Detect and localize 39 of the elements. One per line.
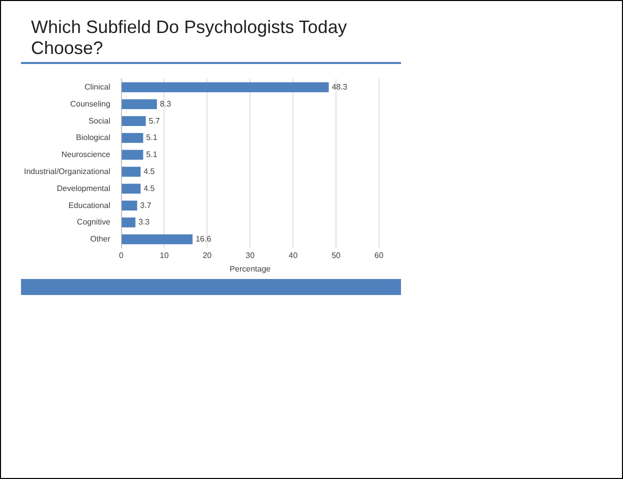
y-tick-label: Cognitive [76, 218, 111, 227]
bar [122, 99, 157, 110]
data-label: 48.3 [332, 82, 348, 92]
bar [122, 166, 141, 177]
y-tick-label: Clinical [84, 82, 110, 92]
y-tick-label: Industrial/Organizational [24, 166, 110, 176]
bar [122, 150, 144, 160]
y-tick-label: Other [90, 234, 111, 244]
data-label: 4.5 [144, 166, 156, 176]
x-tick-label: 10 [160, 250, 170, 260]
y-tick-label: Developmental [56, 184, 110, 193]
x-tick-label: 40 [288, 250, 298, 260]
bar [122, 234, 193, 244]
bar [122, 82, 329, 92]
x-tick-label: 30 [246, 250, 256, 260]
data-label: 8.3 [160, 99, 172, 108]
x-tick-label: 50 [332, 250, 342, 260]
bar [122, 218, 136, 228]
x-tick-label: 60 [374, 250, 384, 260]
x-axis-title: Percentage [230, 264, 272, 274]
bar [122, 116, 146, 126]
chart-title: Which Subfield Do Psychologists Today Choose? [31, 17, 348, 59]
x-tick-label: 20 [202, 250, 212, 260]
data-label: 5.1 [146, 150, 158, 160]
bar [122, 184, 141, 194]
y-tick-label: Neuroscience [61, 150, 111, 160]
data-label: 5.1 [146, 133, 158, 142]
y-tick-label: Biological [76, 133, 110, 142]
bar [122, 200, 138, 210]
data-label: 3.3 [138, 218, 150, 227]
bar [122, 133, 144, 143]
data-label: 16.6 [196, 234, 212, 244]
y-tick-label: Social [88, 116, 110, 126]
data-label: 4.5 [144, 184, 156, 193]
data-label: 5.7 [148, 116, 160, 126]
y-tick-label: Educational [68, 200, 110, 210]
y-tick-label: Counseling [70, 99, 110, 108]
data-label: 3.7 [140, 200, 152, 210]
x-tick-label: 0 [119, 250, 124, 260]
